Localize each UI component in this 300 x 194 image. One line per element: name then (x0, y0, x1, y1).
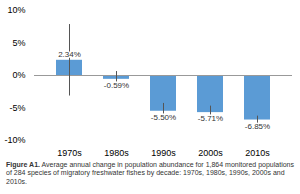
svg-text:1980s: 1980s (104, 148, 129, 158)
svg-text:-6.85%: -6.85% (245, 122, 270, 131)
svg-text:2.34%: 2.34% (58, 50, 81, 59)
svg-text:-5.50%: -5.50% (151, 113, 176, 122)
svg-text:1990s: 1990s (151, 148, 176, 158)
svg-text:2010s: 2010s (245, 148, 270, 158)
html-text:Figure A1. Average annual chan: Figure A1. Average annual change in popu… (6, 161, 296, 185)
svg-text:2000s: 2000s (198, 148, 223, 158)
svg-text:5%: 5% (12, 38, 25, 48)
svg-text:-5.71%: -5.71% (198, 114, 223, 123)
svg-text:0%: 0% (12, 70, 25, 80)
svg-text:10%: 10% (7, 5, 25, 15)
svg-text:-5%: -5% (9, 103, 25, 113)
svg-text:-0.59%: -0.59% (104, 81, 129, 90)
svg-text:-10%: -10% (4, 135, 25, 145)
svg-text:1970s: 1970s (57, 148, 82, 158)
